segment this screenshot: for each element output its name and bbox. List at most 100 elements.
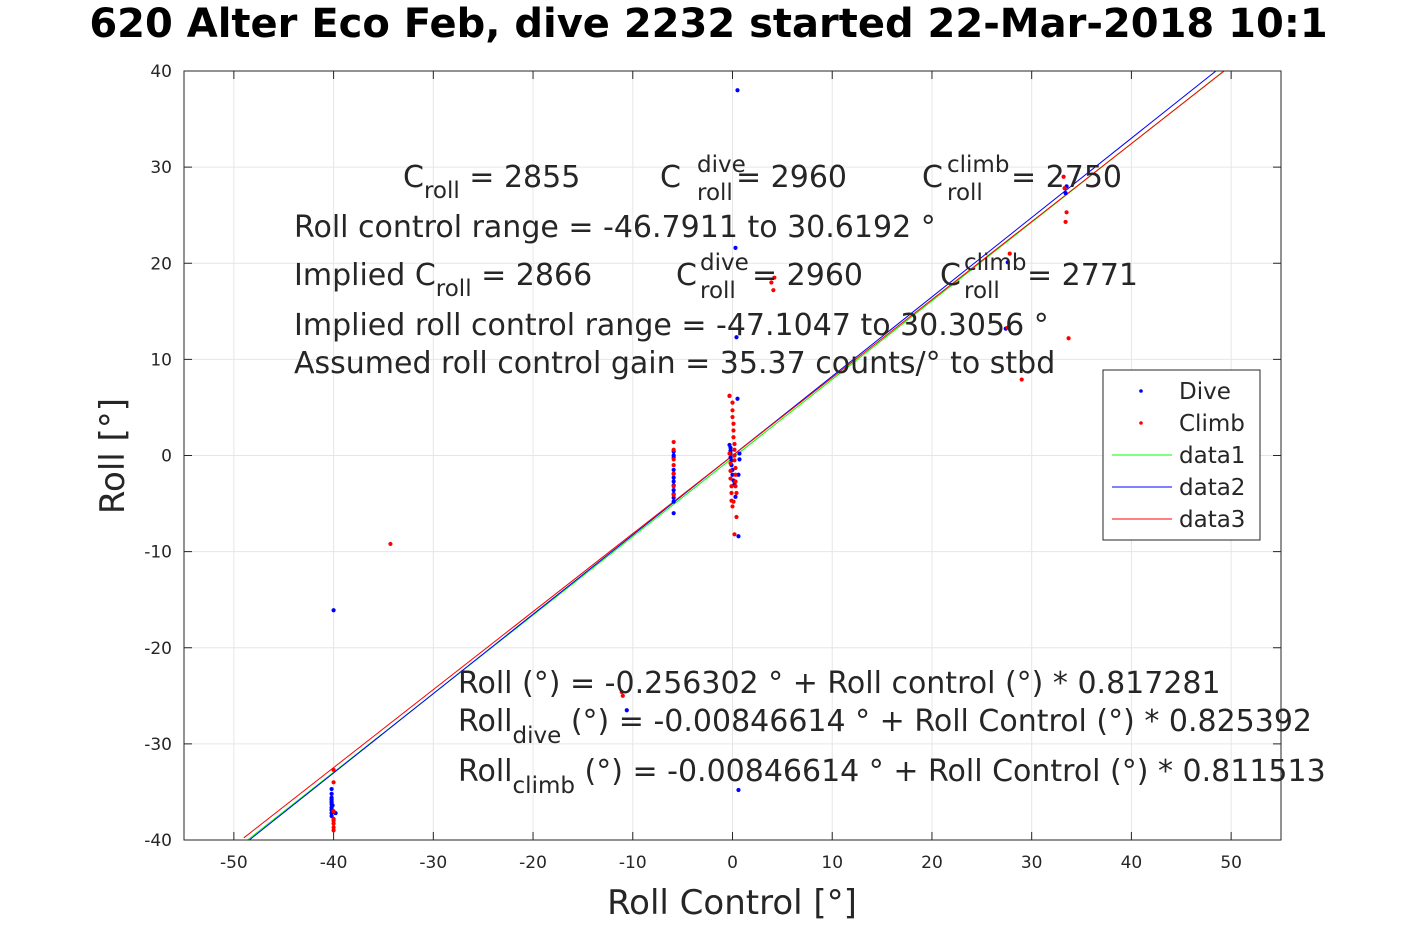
implied-c-roll-dive: C bbox=[676, 258, 697, 293]
point-dive bbox=[331, 608, 336, 613]
point-climb bbox=[619, 689, 624, 695]
point-dive bbox=[733, 494, 738, 499]
point-dive bbox=[330, 803, 335, 808]
point-climb bbox=[733, 465, 738, 471]
point-climb bbox=[730, 414, 735, 420]
x-tick-label: -10 bbox=[619, 853, 647, 873]
point-climb bbox=[730, 408, 735, 413]
chart-title: 620 Alter Eco Feb, dive 2232 started 22-… bbox=[0, 0, 1417, 56]
point-climb bbox=[331, 780, 336, 785]
y-tick-label: 30 bbox=[150, 158, 172, 178]
implied-c-roll-climb-value: = 2771 bbox=[1027, 258, 1138, 293]
point-dive bbox=[329, 786, 334, 792]
x-tick-label: -20 bbox=[519, 853, 547, 873]
point-dive bbox=[329, 797, 334, 802]
legend: Dive Climb data1 data2 data3 bbox=[1102, 369, 1261, 541]
legend-label-data2: data2 bbox=[1179, 475, 1245, 501]
point-climb bbox=[331, 809, 336, 814]
x-tick-label: 30 bbox=[1021, 853, 1043, 873]
point-dive bbox=[671, 488, 676, 493]
point-climb bbox=[671, 447, 676, 452]
point-climb bbox=[730, 504, 735, 509]
point-climb bbox=[731, 428, 736, 433]
point-climb bbox=[671, 471, 676, 476]
y-tick-label: -40 bbox=[144, 831, 172, 851]
point-dive bbox=[329, 791, 334, 796]
point-dive bbox=[737, 457, 742, 462]
point-climb bbox=[331, 821, 336, 826]
point-climb bbox=[331, 825, 336, 830]
point-dive bbox=[735, 88, 740, 93]
point-climb bbox=[671, 463, 676, 468]
point-climb bbox=[732, 532, 737, 537]
legend-marker-dive bbox=[1139, 389, 1143, 393]
point-climb bbox=[733, 472, 738, 477]
implied-roll-control-range: Implied roll control range = -47.1047 to… bbox=[294, 308, 1049, 343]
point-climb bbox=[732, 441, 737, 447]
point-climb bbox=[728, 476, 733, 481]
implied-c-roll-climb: C bbox=[940, 258, 961, 293]
point-climb bbox=[729, 490, 734, 496]
x-tick-label: 0 bbox=[727, 853, 738, 873]
point-climb bbox=[732, 458, 737, 463]
point-climb bbox=[1007, 251, 1012, 256]
y-tick-label: 20 bbox=[150, 254, 172, 274]
point-climb bbox=[731, 435, 736, 440]
x-tick-label: -30 bbox=[419, 853, 447, 873]
implied-c-roll-dive-value: = 2960 bbox=[752, 258, 863, 293]
point-climb bbox=[734, 490, 739, 496]
y-tick-label: -10 bbox=[144, 543, 172, 563]
fit-equation-climb: Rollclimb (°) = -0.00846614 ° + Roll Con… bbox=[458, 754, 1326, 799]
legend-label-data3: data3 bbox=[1179, 507, 1245, 533]
plot-frame bbox=[183, 70, 1282, 841]
c-roll-dive-sub: roll bbox=[697, 180, 733, 206]
point-climb bbox=[729, 484, 734, 489]
point-dive bbox=[737, 451, 742, 456]
x-tick-label: 40 bbox=[1121, 853, 1143, 873]
c-roll-climb-value: = 2750 bbox=[1011, 160, 1122, 195]
y-tick-label: -30 bbox=[144, 735, 172, 755]
implied-c-roll-climb-sub: roll bbox=[964, 278, 1000, 304]
point-climb bbox=[733, 484, 738, 489]
point-climb bbox=[331, 828, 336, 833]
c-roll-annotation: Croll = 2855 bbox=[403, 160, 580, 204]
x-tick-label: 10 bbox=[821, 853, 843, 873]
point-dive bbox=[671, 467, 676, 473]
point-climb bbox=[769, 280, 774, 285]
point-dive bbox=[1063, 190, 1068, 196]
point-dive bbox=[671, 479, 676, 484]
point-dive bbox=[736, 787, 741, 793]
point-dive bbox=[624, 708, 629, 713]
legend-label-data1: data1 bbox=[1179, 443, 1245, 469]
point-dive bbox=[736, 472, 741, 477]
point-climb bbox=[772, 275, 777, 280]
point-climb bbox=[671, 492, 676, 498]
point-climb bbox=[388, 541, 393, 547]
point-climb bbox=[671, 439, 676, 445]
point-dive bbox=[671, 511, 676, 516]
fit-equation: Roll (°) = -0.256302 ° + Roll control (°… bbox=[458, 666, 1221, 701]
point-climb bbox=[620, 693, 625, 698]
point-climb bbox=[671, 484, 676, 489]
point-dive bbox=[671, 499, 676, 504]
point-climb bbox=[1005, 325, 1010, 330]
y-tick-label: 0 bbox=[161, 447, 172, 467]
roll-control-range: Roll control range = -46.7911 to 30.6192… bbox=[294, 210, 936, 245]
legend-marker-climb bbox=[1139, 421, 1143, 425]
point-climb bbox=[733, 479, 738, 484]
y-tick-label: 10 bbox=[150, 350, 172, 370]
point-climb bbox=[731, 421, 736, 426]
point-climb bbox=[728, 461, 733, 466]
x-tick-label: 20 bbox=[921, 853, 943, 873]
point-climb bbox=[727, 393, 732, 399]
c-roll-dive-value: = 2960 bbox=[736, 160, 847, 195]
point-dive bbox=[733, 245, 738, 250]
fit-line-data3 bbox=[243, 71, 1225, 839]
point-dive bbox=[736, 534, 741, 539]
data-points bbox=[329, 88, 1071, 833]
point-climb bbox=[331, 818, 336, 823]
y-tick-label: 40 bbox=[150, 62, 172, 82]
point-dive bbox=[671, 475, 676, 480]
point-climb bbox=[671, 457, 676, 462]
